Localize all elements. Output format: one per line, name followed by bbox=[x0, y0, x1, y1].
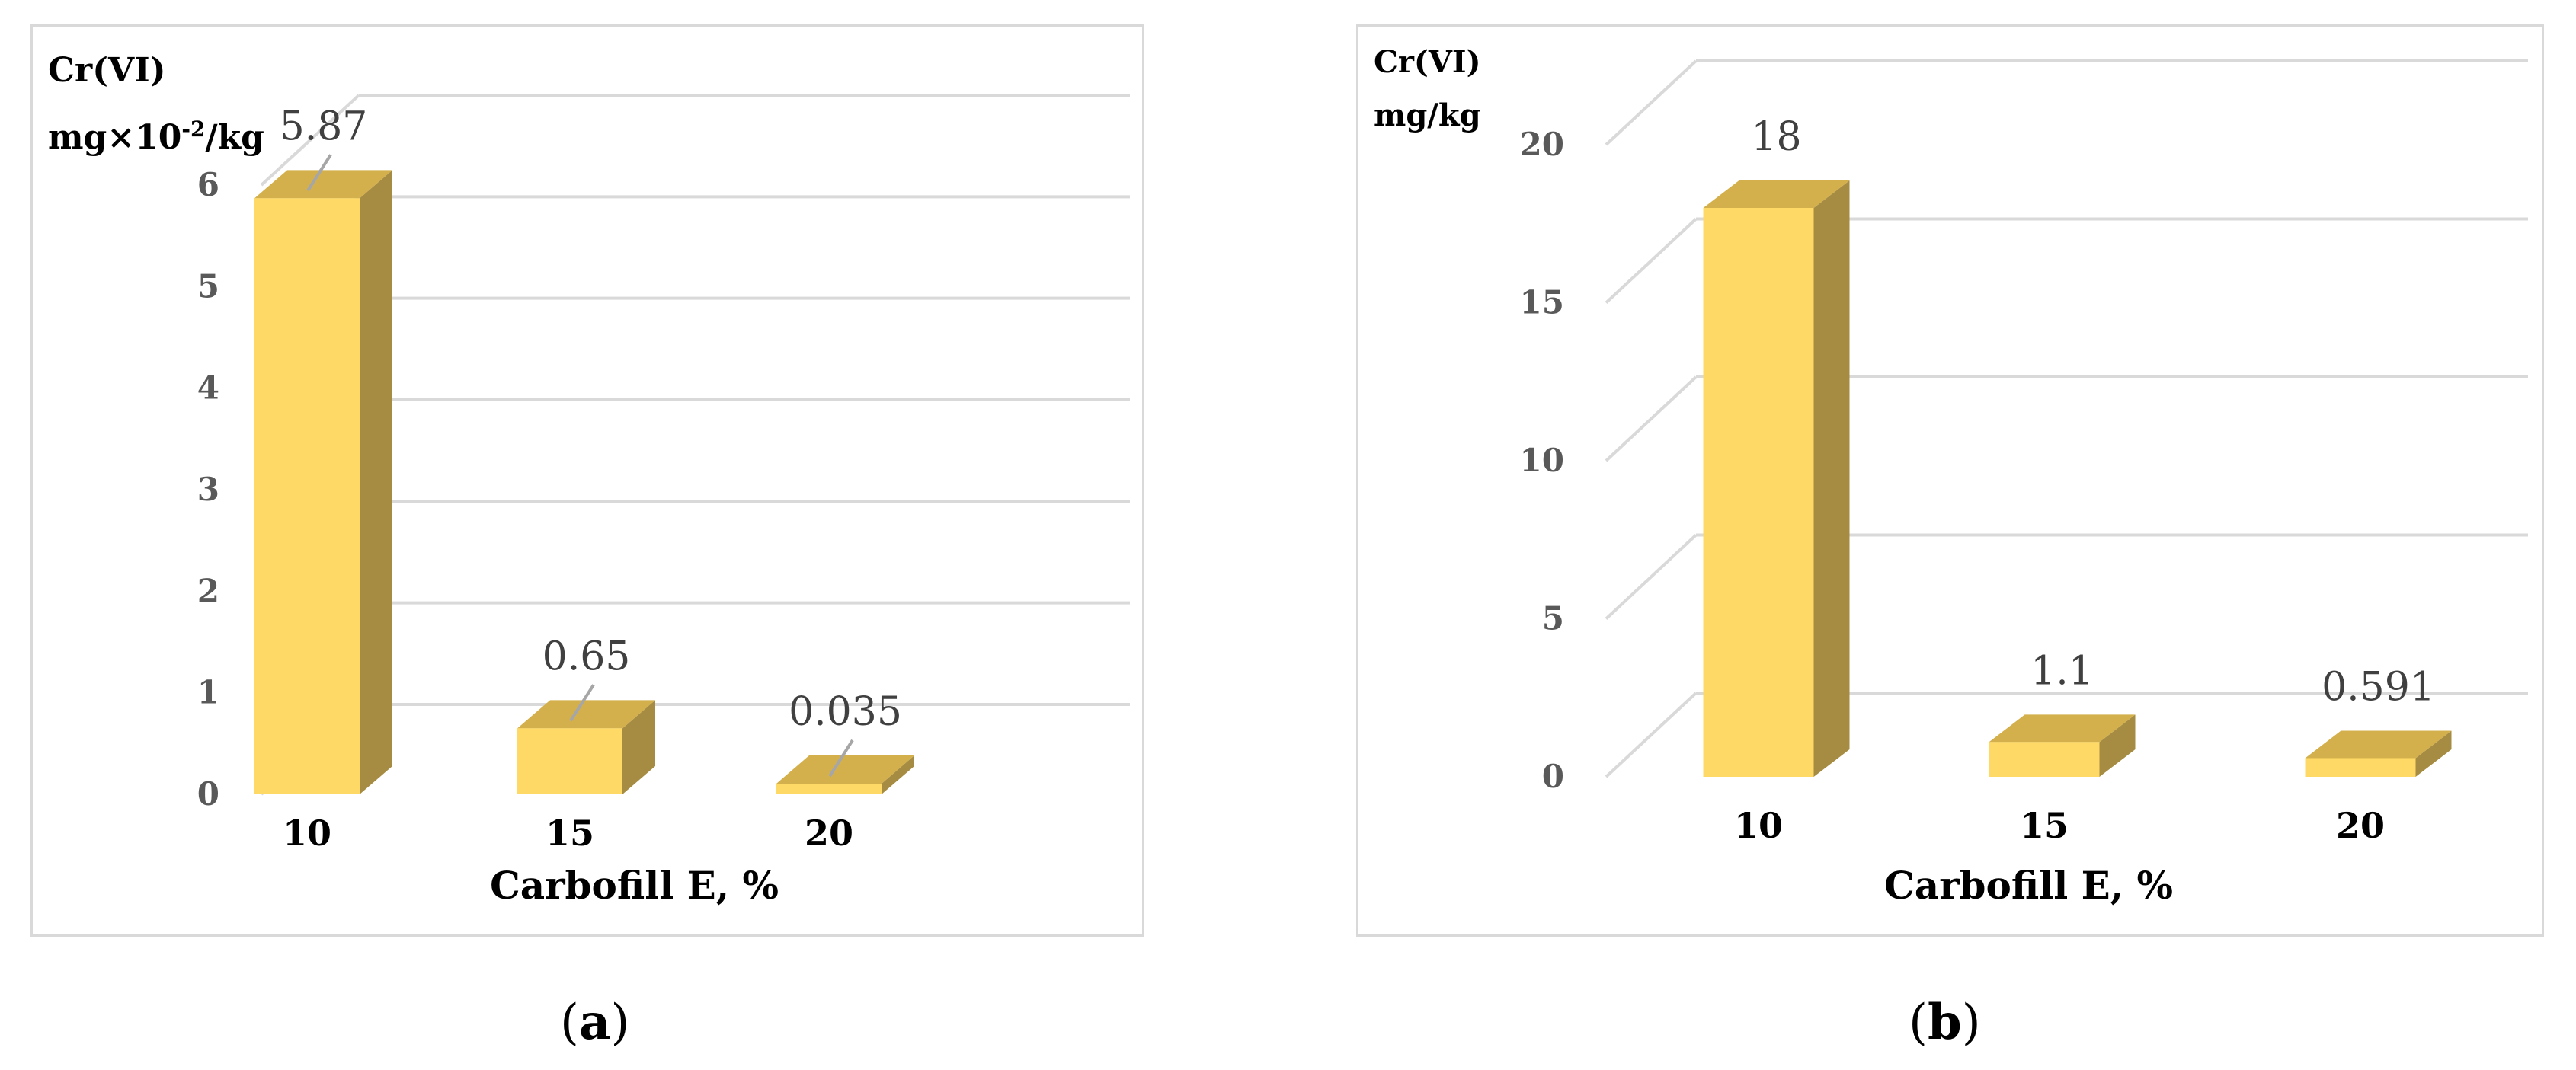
b-grid-diagonal-1 bbox=[1605, 534, 1698, 620]
chart-panel-a: 0 1 2 3 4 5 6 5.87 10 0.65 15 0.035 20 Cr(VI) mg×10-2/… bbox=[30, 24, 1144, 937]
b-grid-diagonal-4 bbox=[1605, 59, 1698, 146]
a-ytick-label-3: 3 bbox=[197, 471, 219, 508]
b-bar-top-2 bbox=[2305, 730, 2452, 759]
b-bar-side-0 bbox=[1813, 180, 1850, 777]
b-ytick-label-4: 20 bbox=[1520, 126, 1564, 163]
chart-panel-b: 0 5 10 15 20 18 10 1.1 15 0.591 20 Cr(VI) mg/kg Carbo… bbox=[1356, 24, 2544, 937]
b-ytick-label-3: 15 bbox=[1520, 284, 1564, 321]
a-ytick-label-5: 5 bbox=[197, 267, 219, 305]
a-data-label-2: 0.035 bbox=[789, 689, 902, 735]
b-grid-diagonal-2 bbox=[1605, 375, 1698, 462]
b-data-label-1: 1.1 bbox=[2030, 648, 2094, 694]
a-grid-diagonal-6 bbox=[260, 94, 360, 187]
a-bar-side-1 bbox=[622, 700, 655, 794]
b-xtick-label-1: 15 bbox=[2020, 805, 2069, 846]
a-ylabel-line1: Cr(VI) bbox=[48, 51, 166, 90]
b-ylabel-line1: Cr(VI) bbox=[1374, 44, 1481, 80]
b-bar-top-0 bbox=[1703, 180, 1850, 208]
b-ytick-label-1: 5 bbox=[1542, 600, 1564, 637]
b-grid-diagonal-0 bbox=[1605, 692, 1698, 778]
b-xtick-label-2: 20 bbox=[2336, 805, 2385, 846]
b-ytick-label-2: 10 bbox=[1520, 442, 1564, 479]
a-bar-top-1 bbox=[517, 700, 655, 729]
a-bar-2 bbox=[776, 784, 882, 794]
chart-a-svg: 0 1 2 3 4 5 6 5.87 10 0.65 15 0.035 20 Cr(VI) mg×10-2/… bbox=[48, 51, 1130, 908]
a-xtick-label-2: 20 bbox=[805, 813, 853, 854]
a-leader-line-2 bbox=[828, 739, 854, 778]
a-ylabel-line2-end: /kg bbox=[206, 118, 264, 157]
a-leader-line-1 bbox=[569, 684, 595, 722]
b-bar-side-2 bbox=[2415, 730, 2452, 777]
a-bar-side-0 bbox=[360, 170, 392, 795]
a-bar-top-0 bbox=[254, 170, 392, 199]
a-xtick-label-0: 10 bbox=[283, 813, 331, 854]
b-data-label-2: 0.591 bbox=[2322, 664, 2435, 710]
a-ytick-label-1: 1 bbox=[197, 674, 219, 711]
a-ylabel-line2: mg×10-2/kg bbox=[48, 117, 264, 157]
b-bar-2 bbox=[2305, 758, 2416, 777]
a-xtick-label-1: 15 bbox=[546, 813, 594, 854]
b-bar-side-1 bbox=[2099, 714, 2136, 777]
a-ylabel-superscript: -2 bbox=[181, 117, 205, 142]
a-leader-line-0 bbox=[306, 154, 332, 192]
a-data-label-1: 0.65 bbox=[542, 634, 631, 679]
a-bar-1 bbox=[517, 728, 622, 794]
b-bar-1 bbox=[1989, 742, 2100, 777]
a-xlabel: Carbofill E, % bbox=[490, 863, 779, 908]
a-bar-top-2 bbox=[776, 755, 914, 784]
a-ytick-label-0: 0 bbox=[197, 775, 219, 813]
b-grid-diagonal-3 bbox=[1605, 218, 1698, 304]
b-data-label-0: 18 bbox=[1751, 114, 1801, 160]
b-ytick-label-0: 0 bbox=[1542, 758, 1564, 795]
a-bar-0 bbox=[254, 198, 360, 794]
b-ylabel-line2: mg/kg bbox=[1374, 97, 1481, 133]
b-xtick-label-0: 10 bbox=[1734, 805, 1783, 846]
a-bar-side-2 bbox=[882, 755, 914, 794]
b-ylabel-line2-main: mg/kg bbox=[1374, 97, 1481, 133]
a-ytick-label-6: 6 bbox=[197, 166, 219, 203]
subfigure-label-a: (a) bbox=[560, 994, 630, 1051]
a-ytick-label-4: 4 bbox=[197, 369, 219, 407]
chart-b-svg: 0 5 10 15 20 18 10 1.1 15 0.591 20 Cr(VI) mg/kg Carbo… bbox=[1374, 44, 2528, 908]
subfigure-label-b: (b) bbox=[1909, 994, 1981, 1051]
b-xlabel: Carbofill E, % bbox=[1884, 863, 2173, 908]
a-data-label-0: 5.87 bbox=[280, 104, 368, 149]
b-bar-top-1 bbox=[1989, 714, 2136, 743]
a-ylabel-line2-main: mg×10 bbox=[48, 118, 181, 157]
b-bar-0 bbox=[1703, 208, 1814, 777]
a-ytick-label-2: 2 bbox=[197, 572, 219, 609]
